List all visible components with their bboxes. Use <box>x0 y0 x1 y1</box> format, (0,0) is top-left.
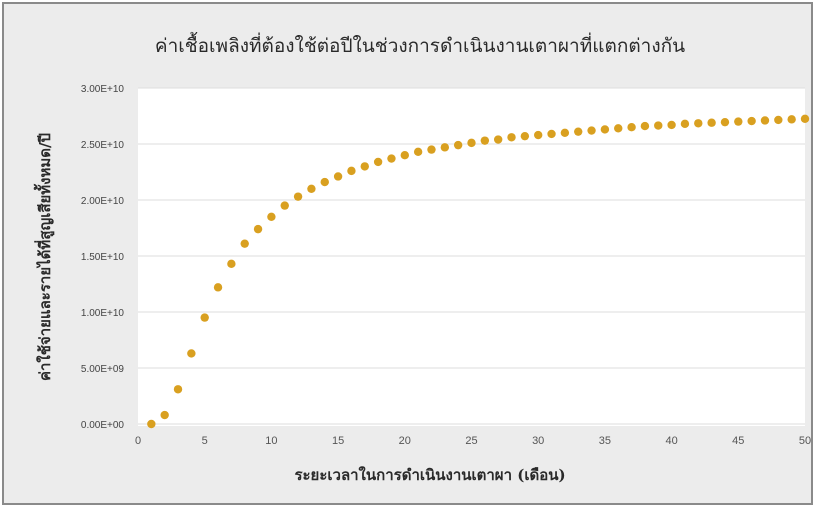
data-point <box>147 419 156 429</box>
data-point <box>507 133 516 142</box>
data-point <box>680 119 690 129</box>
data-point <box>307 184 316 193</box>
data-point <box>587 126 596 135</box>
data-point <box>347 166 356 176</box>
x-tick-label: 30 <box>532 435 544 447</box>
x-tick-label: 20 <box>399 435 411 447</box>
data-point <box>560 128 570 137</box>
x-tick-label: 15 <box>332 435 344 447</box>
data-point <box>520 131 530 141</box>
x-tick-label: 10 <box>265 435 277 447</box>
data-point <box>707 118 716 127</box>
data-point <box>640 121 650 131</box>
data-point <box>160 410 169 420</box>
chart-title: ค่าเชื้อเพลิงที่ต้องใช้ต่อปีในช่วงการดำเ… <box>155 32 685 57</box>
data-point <box>453 140 463 150</box>
data-point <box>280 201 289 210</box>
data-point <box>774 115 783 125</box>
data-point <box>654 121 663 130</box>
data-point <box>173 385 183 394</box>
data-point <box>187 349 196 358</box>
data-point <box>800 114 810 124</box>
data-point <box>333 172 343 181</box>
data-point <box>227 259 236 269</box>
data-point <box>293 192 303 201</box>
x-tick-label: 50 <box>799 435 811 447</box>
data-point <box>440 143 450 152</box>
data-point <box>600 125 610 134</box>
data-point <box>667 120 676 130</box>
data-point <box>627 123 636 132</box>
data-point <box>734 117 743 126</box>
y-tick-label: 3.00E+10 <box>81 84 125 95</box>
data-point <box>240 239 249 248</box>
data-point <box>747 116 756 126</box>
x-tick-label: 0 <box>135 435 141 447</box>
x-tick-label: 40 <box>665 435 677 447</box>
data-point <box>547 129 556 139</box>
data-point <box>373 157 383 167</box>
data-points <box>147 114 810 429</box>
y-tick-label: 5.00E+09 <box>81 364 125 375</box>
data-point <box>400 151 409 160</box>
data-point <box>760 116 770 125</box>
data-point <box>493 135 503 144</box>
y-tick-label: 1.50E+10 <box>81 252 125 263</box>
x-tick-label: 25 <box>465 435 477 447</box>
x-tick-label: 45 <box>732 435 744 447</box>
y-axis-title: ค่าใช้จ่ายและรายได้ที่สูญเสียทั้งหมด/ปี <box>33 133 55 381</box>
data-point <box>413 147 423 157</box>
y-tick-label: 2.50E+10 <box>81 140 125 151</box>
y-tick-label: 1.00E+10 <box>81 308 125 319</box>
data-point <box>387 154 396 163</box>
x-tick-label: 5 <box>202 435 208 447</box>
y-tick-label: 0.00E+00 <box>81 420 125 431</box>
data-point <box>787 115 796 124</box>
data-point <box>320 177 329 187</box>
data-point <box>480 136 490 145</box>
y-tick-label: 2.00E+10 <box>81 196 125 207</box>
x-axis-ticks: 0 5 10 15 20 25 30 35 40 45 50 <box>135 435 811 447</box>
data-point <box>267 212 276 221</box>
data-point <box>213 283 223 292</box>
y-axis-ticks: 0.00E+00 5.00E+09 1.00E+10 1.50E+10 2.00E+10… <box>81 84 125 431</box>
data-point <box>360 162 369 171</box>
data-point <box>467 138 476 148</box>
x-tick-label: 35 <box>599 435 611 447</box>
data-point <box>574 127 583 136</box>
data-point <box>427 145 436 154</box>
x-axis-title: ระยะเวลาในการดำเนินงานเตาผา (เดือน) <box>294 466 565 484</box>
data-point <box>614 124 623 133</box>
data-point <box>694 119 703 128</box>
data-point <box>200 313 209 322</box>
data-point <box>534 130 543 140</box>
data-point <box>253 224 263 234</box>
data-point <box>720 117 730 127</box>
